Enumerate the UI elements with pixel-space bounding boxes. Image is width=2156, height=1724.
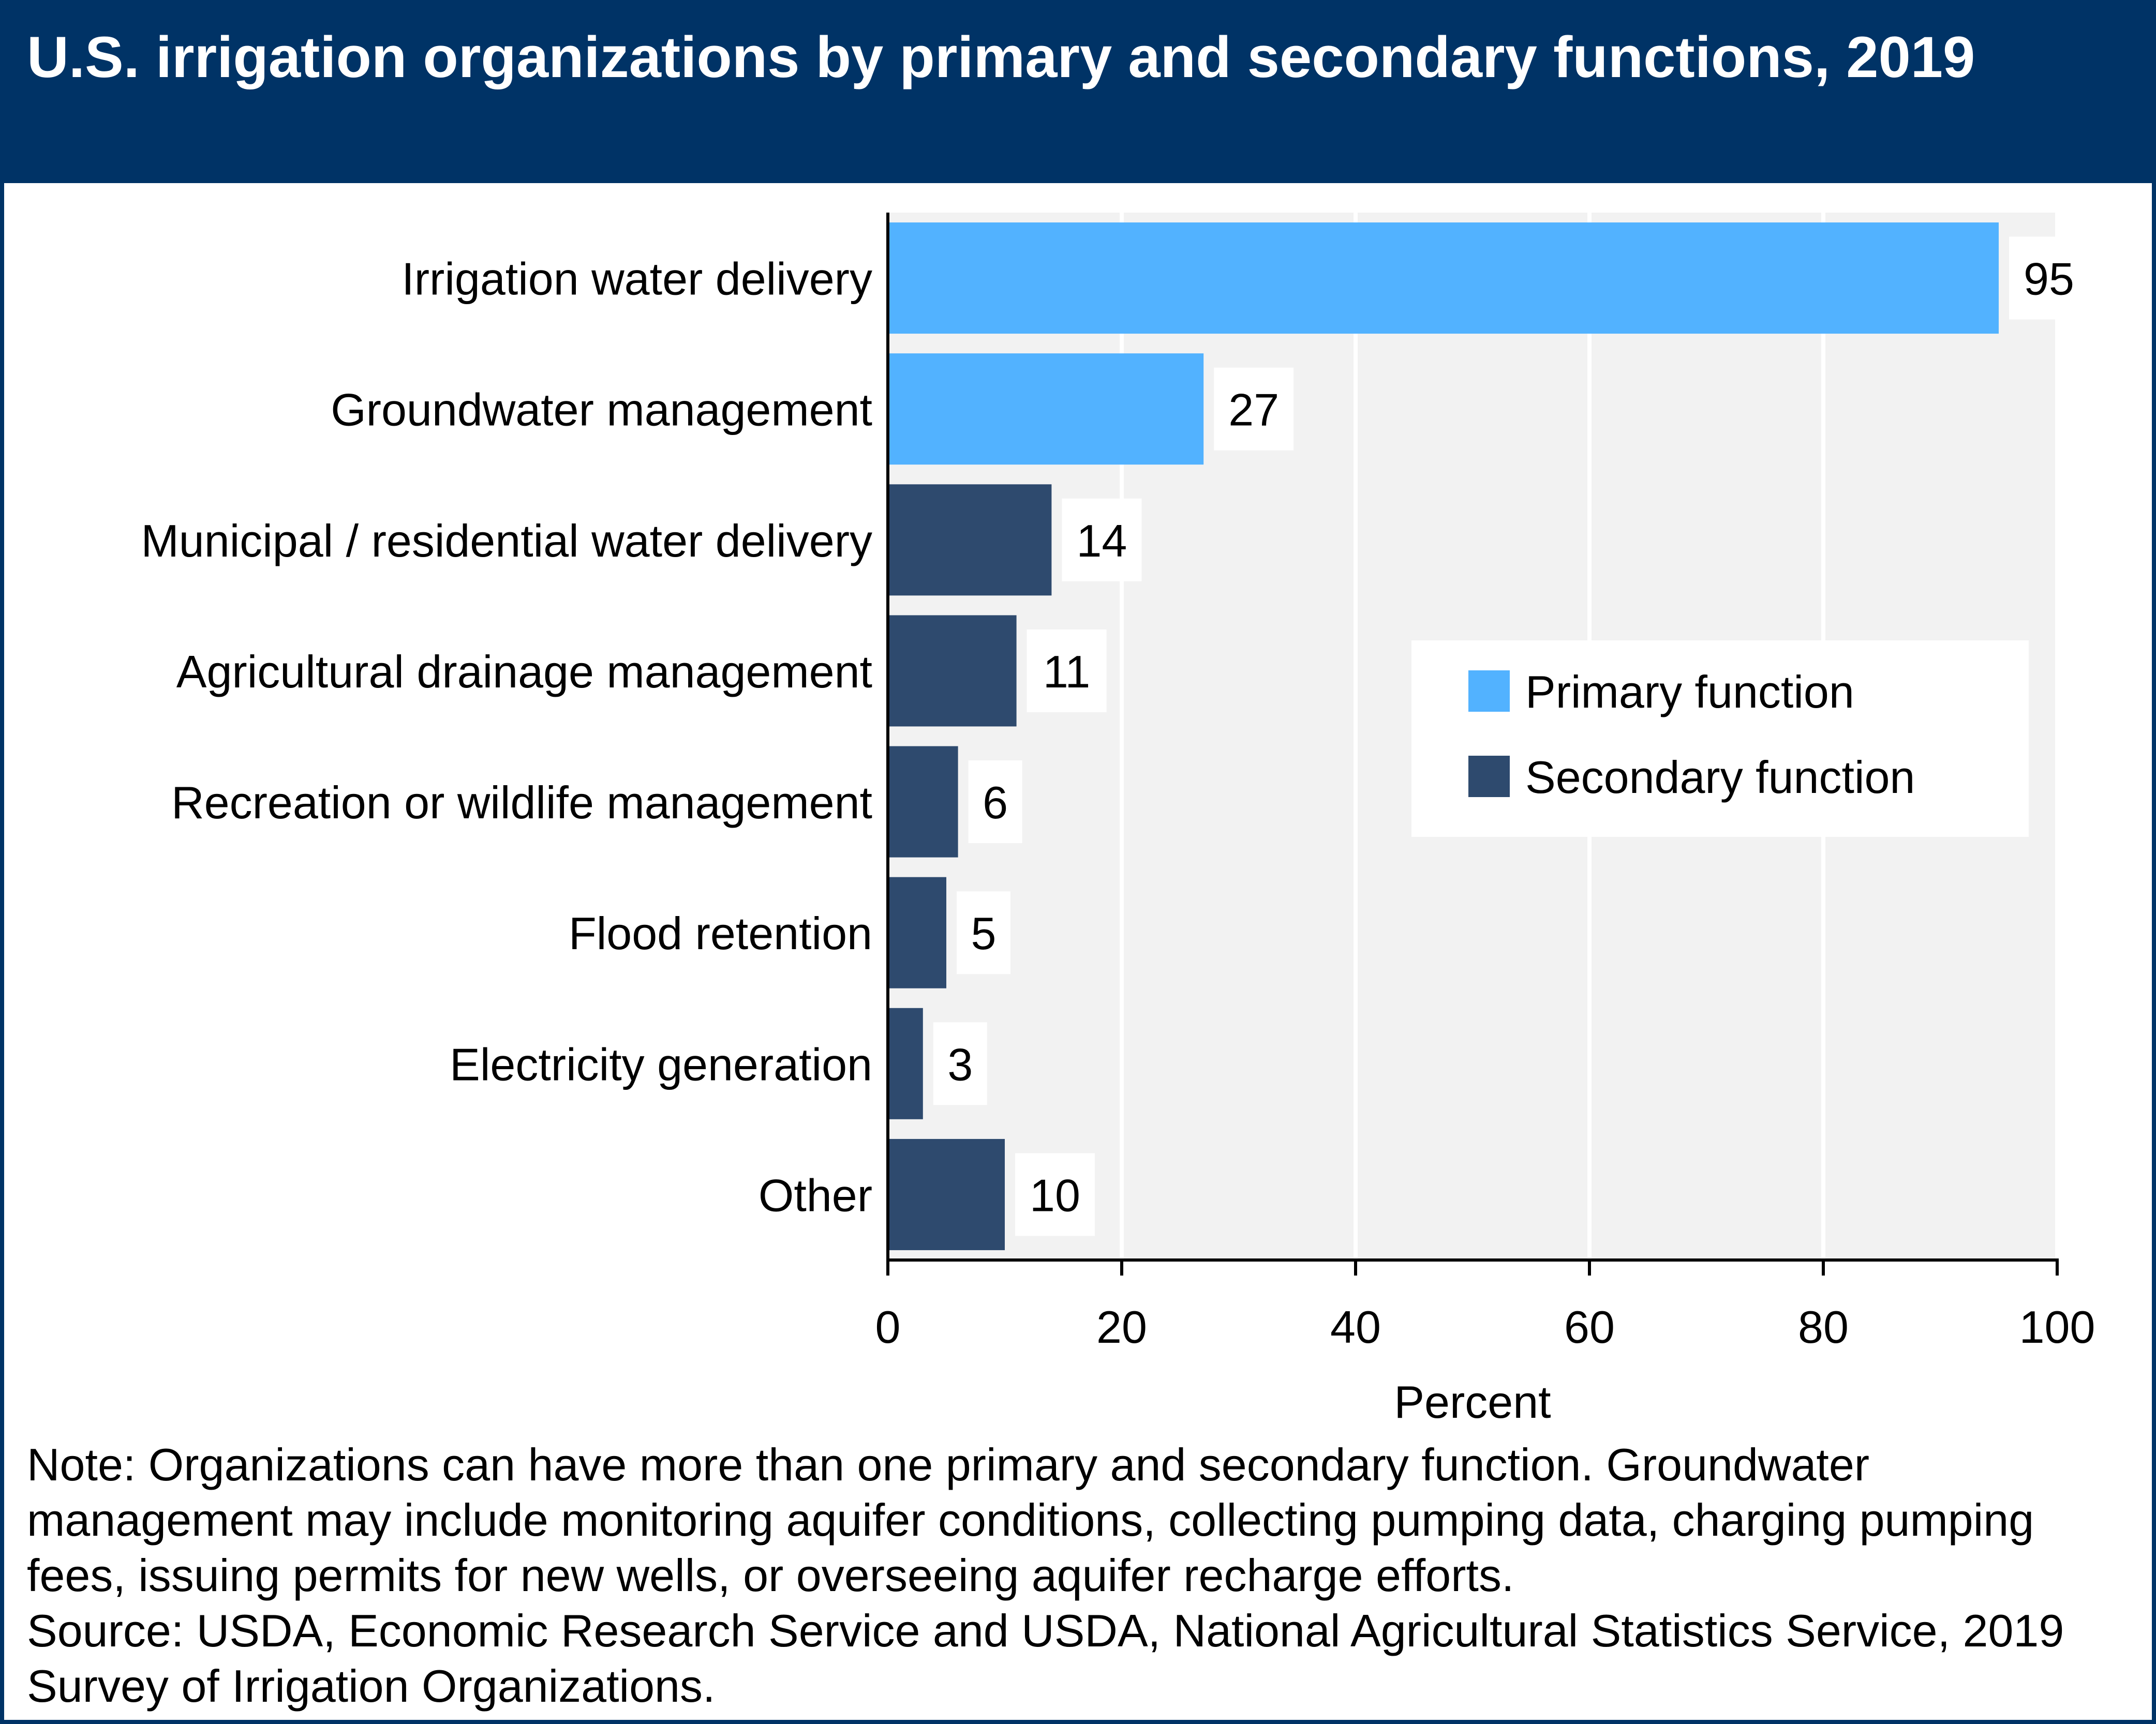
value-label-background xyxy=(1062,498,1142,581)
bar xyxy=(888,1008,923,1119)
value-label-background xyxy=(1015,1153,1095,1236)
bar xyxy=(888,353,1204,465)
chart-source: Source: USDA, Economic Research Service … xyxy=(27,1605,2064,1712)
value-label-background xyxy=(968,760,1022,844)
category-label: Flood retention xyxy=(569,908,872,959)
bar xyxy=(888,222,1999,334)
value-label-background xyxy=(933,1022,987,1105)
bar xyxy=(888,1138,1005,1250)
value-label: 5 xyxy=(971,908,997,959)
legend-label-primary: Primary function xyxy=(1525,666,1854,717)
x-tick-label: 0 xyxy=(875,1301,901,1353)
x-tick-label: 80 xyxy=(1798,1301,1849,1353)
x-axis-title: Percent xyxy=(1394,1376,1551,1428)
category-label: Agricultural drainage management xyxy=(176,646,872,697)
value-label-background xyxy=(957,891,1010,975)
value-label: 11 xyxy=(1043,646,1090,697)
value-label: 6 xyxy=(983,777,1008,828)
x-tick-label: 60 xyxy=(1564,1301,1615,1353)
bar xyxy=(888,484,1052,596)
footnotes: Note: Organizations can have more than o… xyxy=(27,1437,2133,1714)
category-label: Recreation or wildlife management xyxy=(171,777,872,828)
category-label: Groundwater management xyxy=(331,384,872,436)
legend-swatch-primary xyxy=(1468,670,1510,712)
value-label: 95 xyxy=(2024,253,2074,305)
value-label-background xyxy=(1027,629,1107,712)
value-label-background xyxy=(1214,367,1294,451)
category-label: Municipal / residential water delivery xyxy=(141,515,873,566)
x-tick-label: 20 xyxy=(1096,1301,1147,1353)
category-label: Other xyxy=(759,1170,872,1221)
category-label: Electricity generation xyxy=(450,1039,872,1090)
value-label: 27 xyxy=(1228,384,1279,436)
legend-label-secondary: Secondary function xyxy=(1525,752,1915,803)
bar xyxy=(888,746,958,858)
bar-chart: Irrigation water delivery 95 Groundwater m… xyxy=(141,213,2095,1428)
value-label: 14 xyxy=(1076,515,1127,566)
bar xyxy=(888,877,946,988)
value-label: 10 xyxy=(1030,1170,1080,1221)
bar xyxy=(888,615,1017,727)
title-banner: U.S. irrigation organizations by primary… xyxy=(4,4,2152,183)
x-tick-label: 40 xyxy=(1330,1301,1381,1353)
legend-swatch-secondary xyxy=(1468,756,1510,797)
value-label-background xyxy=(2009,236,2089,320)
x-tick-label: 100 xyxy=(2019,1301,2095,1353)
legend-box xyxy=(1411,640,2029,837)
chart-title: U.S. irrigation organizations by primary… xyxy=(27,25,1975,89)
category-label: Irrigation water delivery xyxy=(402,253,872,305)
chart-note: Note: Organizations can have more than o… xyxy=(27,1439,2034,1601)
value-label: 3 xyxy=(947,1039,973,1090)
